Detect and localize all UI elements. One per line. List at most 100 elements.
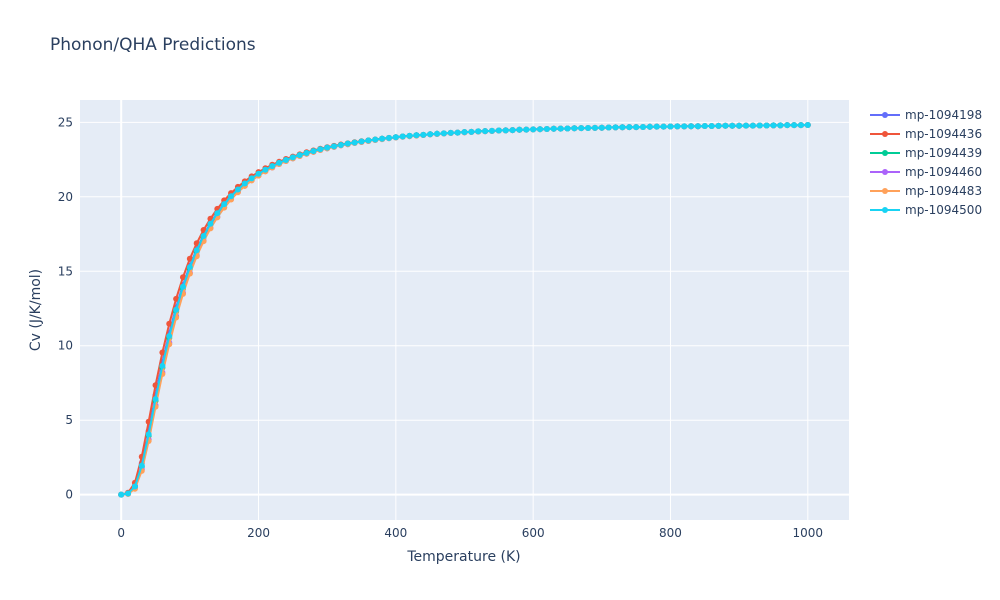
data-point: [166, 320, 173, 327]
data-point: [282, 157, 289, 164]
data-point: [653, 123, 660, 130]
data-point: [179, 283, 186, 290]
grid-layer: [80, 100, 849, 520]
data-point: [770, 122, 777, 129]
legend-item[interactable]: mp-1094198: [870, 108, 982, 122]
data-point: [289, 154, 296, 161]
data-point: [186, 255, 193, 262]
y-tick-label: 15: [58, 264, 73, 278]
data-point: [125, 490, 132, 497]
data-point: [228, 193, 235, 200]
data-point: [598, 124, 605, 131]
x-tick-label: 600: [522, 526, 545, 540]
data-point: [385, 134, 392, 141]
legend-label: mp-1094198: [905, 108, 982, 122]
data-point: [379, 135, 386, 142]
data-point: [612, 124, 619, 131]
data-point: [763, 122, 770, 129]
data-point: [234, 186, 241, 193]
y-tick-label: 20: [58, 190, 73, 204]
data-point: [736, 122, 743, 129]
data-point: [708, 123, 715, 130]
data-point: [214, 210, 221, 217]
legend-swatch-marker: [882, 112, 888, 118]
data-point: [564, 125, 571, 132]
data-point: [550, 125, 557, 132]
data-point: [186, 264, 193, 271]
data-point: [159, 349, 166, 356]
data-point: [475, 128, 482, 135]
data-point: [241, 180, 248, 187]
data-point: [585, 125, 592, 131]
data-point: [406, 132, 413, 139]
data-point: [296, 152, 303, 159]
data-point: [646, 123, 653, 130]
data-point: [179, 274, 186, 281]
legend-label: mp-1094500: [905, 203, 982, 217]
data-point: [399, 133, 406, 140]
legend: mp-1094198 mp-1094436 mp-1094439 mp-1094460…: [870, 108, 982, 217]
y-tick-label: 5: [65, 413, 73, 427]
data-point: [152, 396, 159, 403]
data-point: [619, 124, 626, 131]
data-point: [674, 123, 681, 130]
data-point: [605, 124, 612, 131]
legend-item[interactable]: mp-1094500: [870, 203, 982, 217]
data-point: [440, 130, 447, 137]
legend-label: mp-1094483: [905, 184, 982, 198]
data-point: [159, 362, 166, 369]
legend-item[interactable]: mp-1094436: [870, 127, 982, 141]
data-point: [118, 491, 125, 498]
data-point: [200, 232, 207, 239]
data-point: [447, 129, 454, 136]
data-point: [372, 136, 379, 143]
data-point: [344, 140, 351, 147]
legend-label: mp-1094439: [905, 146, 982, 160]
legend-swatch-marker: [882, 169, 888, 175]
data-point: [784, 122, 791, 129]
data-point: [434, 130, 441, 137]
legend-swatch-marker: [882, 207, 888, 213]
data-point: [701, 123, 708, 130]
data-point: [688, 123, 695, 130]
data-point: [626, 124, 633, 131]
legend-item[interactable]: mp-1094483: [870, 184, 982, 198]
data-point: [722, 122, 729, 129]
data-point: [743, 122, 750, 129]
y-tick-label: 0: [65, 488, 73, 502]
legend-label: mp-1094436: [905, 127, 982, 141]
data-point: [337, 141, 344, 148]
data-point: [303, 150, 310, 157]
data-point: [530, 126, 537, 133]
data-point: [557, 125, 564, 132]
data-point: [173, 306, 180, 313]
x-tick-label: 1000: [793, 526, 824, 540]
data-point: [756, 122, 763, 129]
data-point: [640, 123, 647, 130]
data-point: [262, 166, 269, 173]
data-point: [715, 122, 722, 129]
y-tick-label: 25: [58, 115, 73, 129]
data-point: [495, 127, 502, 134]
data-point: [420, 131, 427, 138]
x-axis-title: Temperature (K): [406, 549, 520, 565]
legend-label: mp-1094460: [905, 165, 982, 179]
data-point: [571, 125, 578, 132]
data-point: [173, 295, 180, 302]
data-point: [468, 128, 475, 135]
legend-item[interactable]: mp-1094460: [870, 165, 982, 179]
legend-item[interactable]: mp-1094439: [870, 146, 982, 160]
y-axis-title: Cv (J/K/mol): [28, 269, 44, 351]
data-point: [537, 126, 544, 133]
data-point: [660, 123, 667, 130]
data-point: [365, 137, 372, 144]
series-mp-1094500: [118, 122, 811, 498]
data-point: [633, 124, 640, 131]
tick-layer: 0 200 400 600 800 1000 0 5 10 15 20 25: [58, 115, 823, 540]
data-point: [152, 382, 159, 389]
y-tick-label: 10: [58, 339, 73, 353]
data-point: [427, 131, 434, 138]
data-point: [317, 146, 324, 153]
